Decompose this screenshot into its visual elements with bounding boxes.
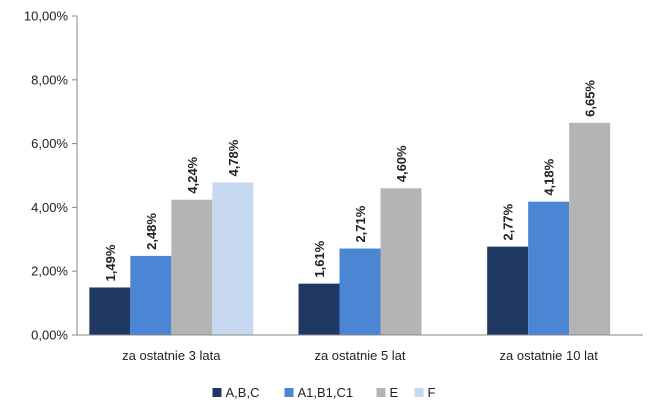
data-label: 4,60% (394, 145, 409, 182)
bar (339, 248, 381, 335)
bar (89, 287, 131, 335)
legend-item: A,B,C (212, 385, 260, 400)
y-tick-label: 6,00% (31, 136, 68, 151)
data-labels: 1,49% 2,48% 4,24% 4,78% 1,61% 2,71% 4,60% 2,77%… (103, 80, 598, 282)
bar (212, 182, 254, 335)
legend-swatch (284, 388, 294, 397)
legend-item: A1,B1,C1 (284, 385, 354, 400)
y-tick-label: 8,00% (31, 72, 68, 87)
category-label: za ostatnie 5 lat (314, 348, 405, 363)
data-label: 2,71% (353, 205, 368, 242)
bar (171, 199, 213, 335)
bar (528, 201, 570, 335)
y-tick-label: 0,00% (31, 328, 68, 343)
data-label: 2,48% (144, 213, 159, 250)
legend-item: E (376, 385, 399, 400)
legend: A,B,C A1,B1,C1 E F (212, 385, 436, 400)
y-tick-label: 4,00% (31, 200, 68, 215)
data-label: 4,18% (542, 158, 557, 195)
legend-swatch (376, 388, 386, 397)
data-label: 4,24% (185, 156, 200, 193)
bars (89, 122, 611, 336)
x-axis: za ostatnie 3 lata za ostatnie 5 lat za os… (77, 334, 643, 363)
category-label: za ostatnie 3 lata (122, 348, 221, 363)
data-label: 2,77% (501, 203, 516, 240)
legend-label: A1,B1,C1 (298, 385, 354, 400)
legend-label: A,B,C (226, 385, 260, 400)
legend-label: F (428, 385, 436, 400)
legend-label: E (390, 385, 399, 400)
legend-swatch (212, 388, 222, 397)
y-tick-label: 10,00% (24, 9, 69, 24)
bar (487, 246, 529, 335)
bar (298, 283, 340, 335)
data-label: 4,78% (226, 139, 241, 176)
data-label: 1,49% (103, 244, 118, 281)
y-axis: 0,00% 2,00% 4,00% 6,00% 8,00% 10,00% (24, 9, 78, 343)
bar (130, 255, 172, 335)
legend-swatch (414, 388, 424, 397)
legend-item: F (414, 385, 436, 400)
category-label: za ostatnie 10 lat (500, 348, 599, 363)
data-label: 1,61% (312, 240, 327, 277)
y-tick-label: 2,00% (31, 264, 68, 279)
bar (569, 122, 611, 336)
data-label: 6,65% (583, 80, 598, 117)
bar (380, 188, 422, 335)
